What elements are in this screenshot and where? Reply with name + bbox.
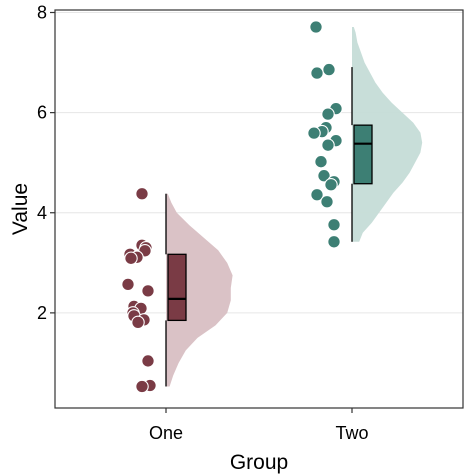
data-point-two-10 — [314, 154, 328, 169]
point-layer — [121, 20, 343, 394]
data-point-one-17 — [135, 379, 149, 394]
tick-layer: 2 4 6 8 One Two — [37, 3, 369, 443]
y-tick-label-6: 6 — [37, 103, 47, 123]
data-point-two-2 — [310, 66, 324, 80]
data-point-one-6 — [124, 251, 138, 266]
data-point-one-14 — [131, 315, 145, 330]
data-point-two-16 — [327, 218, 341, 232]
grid-layer — [55, 12, 463, 314]
y-tick-label-8: 8 — [37, 3, 47, 23]
data-point-two-9 — [321, 138, 335, 152]
data-point-two-11 — [317, 168, 331, 183]
data-point-two-14 — [310, 187, 324, 202]
data-point-two-15 — [320, 194, 334, 209]
data-point-one-0 — [135, 186, 149, 201]
box-two — [353, 124, 373, 185]
data-point-one-8 — [141, 284, 155, 298]
x-tick-label-one: One — [149, 423, 183, 443]
data-point-two-7 — [307, 126, 321, 140]
box-one — [167, 253, 187, 322]
x-tick-label-two: Two — [335, 423, 368, 443]
plot-border — [54, 9, 464, 409]
data-point-two-13 — [324, 177, 338, 192]
box-layer — [165, 67, 373, 387]
data-point-one-7 — [121, 277, 135, 292]
data-point-two-4 — [321, 107, 335, 121]
half-violin-one — [166, 193, 233, 387]
data-point-one-15 — [141, 354, 155, 368]
data-point-two-0 — [309, 20, 323, 34]
y-tick-label-4: 4 — [37, 203, 47, 223]
half-violin-two — [352, 27, 423, 242]
violin-layer — [166, 27, 423, 387]
data-point-two-17 — [327, 235, 341, 249]
data-point-two-1 — [322, 62, 336, 77]
plot-background — [55, 10, 463, 408]
y-tick-label-2: 2 — [37, 303, 47, 323]
x-axis-title: Group — [230, 451, 288, 474]
y-axis-title: Value — [9, 183, 32, 235]
